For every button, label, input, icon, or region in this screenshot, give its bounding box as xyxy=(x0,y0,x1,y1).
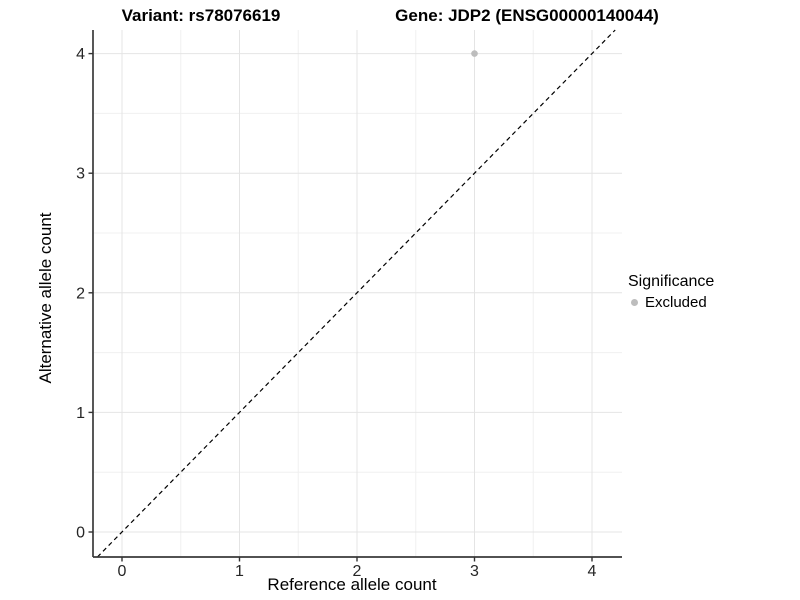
data-point xyxy=(471,50,478,57)
title-gene: Gene: JDP2 (ENSG00000140044) xyxy=(395,6,659,25)
y-tick-label: 0 xyxy=(76,525,85,542)
x-tick-label: 1 xyxy=(235,563,244,580)
x-tick-label: 0 xyxy=(118,563,127,580)
data-points xyxy=(471,50,478,57)
legend: Significance Excluded xyxy=(628,273,714,311)
legend-item-excluded: Excluded xyxy=(631,294,714,311)
x-tick-label: 3 xyxy=(470,563,479,580)
identity-dashed-line xyxy=(96,29,616,558)
y-tick-label: 1 xyxy=(76,405,85,422)
legend-title: Significance xyxy=(628,273,715,290)
axis-ticks xyxy=(88,52,593,562)
legend-item-label: Excluded xyxy=(645,294,707,311)
excluded-point-icon xyxy=(631,299,638,306)
title-variant: Variant: rs78076619 xyxy=(121,6,281,25)
y-axis-title: Alternative allele count xyxy=(36,212,55,384)
y-tick-label: 2 xyxy=(76,285,85,302)
tick-labels: 0 1 2 3 4 0 1 2 3 4 xyxy=(76,46,596,580)
grid-major xyxy=(93,30,622,557)
x-axis-title: Reference allele count xyxy=(267,575,437,594)
y-tick-label: 4 xyxy=(76,46,85,63)
reference-line xyxy=(96,29,616,558)
y-tick-label: 3 xyxy=(76,166,85,183)
x-tick-label: 2 xyxy=(353,563,362,580)
x-tick-label: 4 xyxy=(588,563,597,580)
